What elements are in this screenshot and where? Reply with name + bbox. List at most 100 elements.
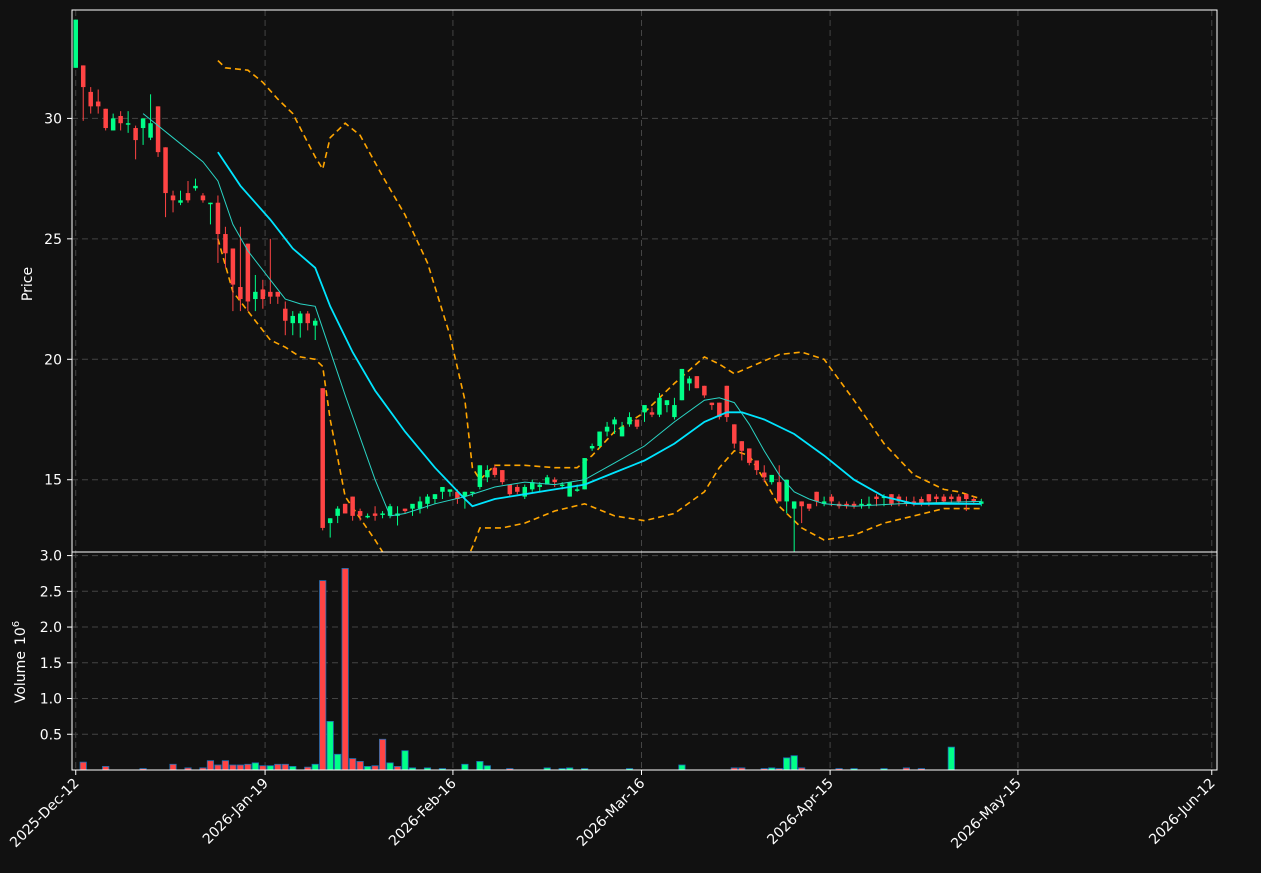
candle-body: [148, 123, 153, 138]
candle-body: [956, 496, 962, 502]
candle-body: [694, 376, 700, 389]
volume-bar: [244, 763, 252, 771]
volume-bar: [311, 763, 319, 771]
candle-body: [440, 486, 445, 492]
candle-body: [642, 405, 647, 413]
candle-body: [260, 289, 266, 300]
candle-body: [866, 503, 872, 506]
candle-body: [320, 388, 325, 528]
volume-axis-exponent-base: 10: [13, 627, 29, 645]
candle-body: [821, 501, 827, 504]
volume-tick-label: 2.5: [40, 584, 62, 600]
volume-bar: [214, 764, 222, 771]
candle-body: [125, 123, 131, 125]
candle-body: [110, 118, 116, 131]
candle-body: [283, 308, 288, 321]
candle-body: [342, 503, 348, 514]
candle-body: [814, 491, 819, 502]
candle-body: [851, 503, 857, 507]
candle-body: [298, 313, 303, 324]
candle-body: [769, 474, 774, 483]
candle-body: [574, 489, 580, 491]
candle-body: [133, 128, 138, 141]
candle-body: [230, 248, 236, 285]
candle-body: [515, 486, 520, 492]
sma-fast-line: [142, 113, 982, 517]
candle-body: [380, 513, 385, 515]
volume-bar: [364, 766, 372, 771]
candle-body: [80, 65, 86, 88]
candle-body: [447, 489, 453, 492]
candle-body: [896, 496, 902, 502]
volume-axis-exponent-sup: 6: [11, 621, 22, 627]
candle-body: [544, 477, 550, 485]
volume-bar: [401, 750, 409, 771]
candle-body: [365, 515, 370, 518]
candle-body: [185, 193, 191, 201]
candle-body: [537, 484, 542, 487]
candle-body: [462, 491, 468, 497]
candle-body: [687, 378, 692, 384]
candle-body: [372, 513, 378, 516]
volume-panel-frame: [71, 551, 1218, 771]
candle-body: [717, 402, 722, 418]
volume-bar: [326, 720, 334, 771]
candle-body: [103, 108, 108, 129]
candle-body: [634, 419, 640, 427]
candle-body: [791, 501, 797, 509]
volume-bar: [102, 766, 110, 771]
candle-body: [200, 195, 206, 201]
volume-bar: [483, 765, 491, 771]
price-gridlines: [72, 10, 1217, 552]
candle-body: [402, 508, 408, 512]
candle-body: [784, 479, 789, 502]
candle-body: [238, 287, 243, 300]
candle-body: [208, 202, 213, 205]
candle-body: [522, 486, 528, 497]
candle-body: [425, 496, 430, 504]
candle-body: [410, 503, 415, 509]
candle-body: [776, 482, 782, 502]
volume-bar: [79, 761, 87, 771]
candle-body: [964, 494, 969, 500]
volume-bar: [386, 762, 394, 771]
candle-body: [739, 441, 745, 451]
price-tick-label: 30: [44, 111, 62, 127]
candle-body: [485, 470, 490, 478]
candle-body: [163, 147, 168, 194]
candle-body: [417, 501, 423, 509]
volume-bar: [461, 763, 469, 771]
price-axis-label: Price: [20, 267, 36, 301]
price-y-axis: 15 20 25 30: [44, 111, 72, 489]
volume-bar: [349, 758, 357, 771]
candle-body: [874, 496, 879, 500]
volume-gridlines: [72, 552, 1217, 770]
candle-body: [432, 494, 438, 500]
candle-body: [155, 106, 161, 153]
candle-body: [612, 419, 617, 425]
volume-bar: [281, 763, 289, 771]
upper-band-line: [217, 60, 982, 500]
candle-body: [140, 118, 146, 129]
volume-tick-label: 1.5: [40, 656, 62, 672]
candle-body: [806, 503, 812, 509]
candle-body: [754, 460, 759, 471]
candle-body: [95, 101, 101, 107]
candle-body: [672, 405, 677, 418]
candle-body: [799, 501, 804, 507]
candle-body: [335, 508, 340, 516]
candle-body: [582, 458, 587, 490]
candle-body: [559, 484, 565, 487]
candle-body: [170, 195, 176, 201]
candle-body: [193, 185, 198, 189]
candle-body: [859, 503, 864, 506]
volume-bar: [790, 755, 798, 771]
candle-body: [979, 501, 984, 504]
volume-bar: [378, 738, 387, 771]
candle-body: [949, 496, 954, 500]
candle-body: [649, 412, 655, 415]
candle-body: [934, 496, 939, 500]
volume-bar: [319, 580, 327, 771]
